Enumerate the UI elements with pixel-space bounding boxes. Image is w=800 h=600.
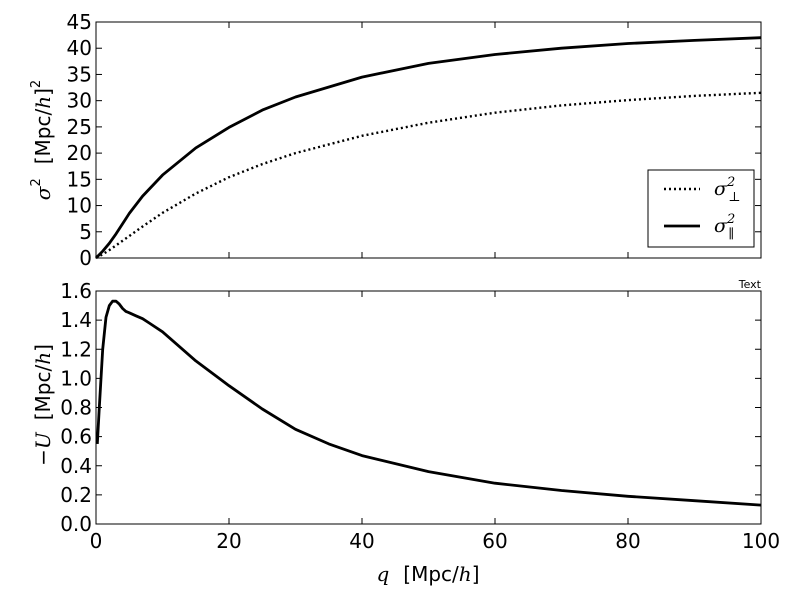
top-series-line-1 (95, 36, 762, 259)
top-ytick-label-4: 20 (67, 141, 92, 165)
bottom-ticks-layer: 0.0 0.2 0.4 0.6 0.8 1.0 1.2 1.4 1.6 0 20 40 60 80 100 (60, 279, 780, 553)
x-axis-label: q [Mpc/h] (376, 562, 479, 586)
bottom-xtick-label-3: 60 (482, 529, 507, 553)
bottom-ytick-label-1: 0.2 (60, 483, 92, 507)
bottom-ytick-label-5: 1.0 (60, 366, 92, 390)
top-ytick-label-7: 35 (67, 62, 92, 86)
legend-label-sigma-par: σ2 ∥ (714, 212, 735, 242)
bottom-y-axis-label: −U[Mpc/h] (31, 344, 55, 466)
top-ytick-label-3: 15 (67, 167, 92, 191)
bottom-ytick-label-7: 1.4 (60, 308, 92, 332)
bottom-ytick-label-4: 0.8 (60, 396, 92, 420)
bottom-ytick-label-3: 0.6 (60, 425, 92, 449)
legend: σ2 ⊥ σ2 ∥ (647, 169, 755, 248)
top-series-layer (95, 36, 762, 260)
bottom-ytick-label-6: 1.2 (60, 337, 92, 361)
bottom-ytick-label-0: 0.0 (60, 512, 92, 536)
top-ytick-label-0: 0 (79, 246, 92, 270)
legend-label-sigma-perp: σ2 ⊥ (714, 175, 741, 205)
top-ytick-label-5: 25 (67, 115, 92, 139)
top-ytick-label-6: 30 (67, 89, 92, 113)
bottom-xtick-label-4: 80 (615, 529, 640, 553)
top-ytick-label-2: 10 (67, 194, 92, 218)
bottom-xtick-label-5: 100 (742, 529, 780, 553)
top-ytick-label-1: 5 (79, 220, 92, 244)
top-ytick-label-8: 40 (67, 36, 92, 60)
bottom-series-line-0 (95, 299, 762, 507)
bottom-ytick-label-2: 0.4 (60, 454, 92, 478)
bottom-panel: 0.00.20.40.60.81.01.21.41.60 20 40 60 80 100 … (31, 278, 780, 586)
bottom-xtick-label-2: 40 (349, 529, 374, 553)
top-y-axis-label: σ2[Mpc/h]2 (29, 80, 55, 200)
corner-annotation: Text (738, 278, 762, 291)
bottom-series-layer (95, 299, 762, 507)
top-ytick-label-9: 45 (67, 10, 92, 34)
bottom-xtick-label-1: 20 (216, 529, 241, 553)
top-plot-frame (95, 21, 762, 259)
bottom-plot-frame (95, 290, 762, 525)
legend-box (647, 169, 755, 248)
bottom-ytick-label-8: 1.6 (60, 279, 92, 303)
bottom-xtick-label-0: 0 (90, 529, 103, 553)
